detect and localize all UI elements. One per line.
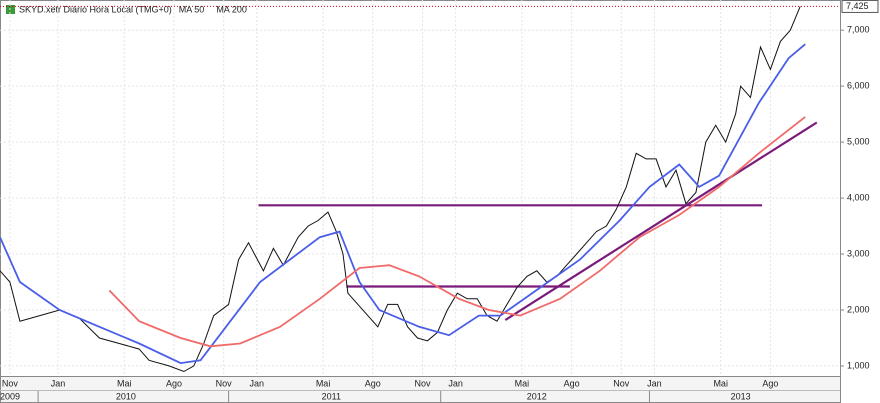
series-line	[108, 116, 806, 348]
year-label: 2010	[116, 391, 136, 401]
x-tick-label: Ago	[166, 378, 182, 388]
year-label: 2012	[527, 391, 547, 401]
legend-entry: MA 50	[179, 4, 205, 14]
x-tick-label: Ago	[564, 378, 580, 388]
x-tick-label: Ago	[365, 378, 381, 388]
x-tick-label: Jan	[647, 378, 662, 388]
x-tick-label: Mai	[713, 378, 728, 388]
x-tick-label: Jan	[51, 378, 66, 388]
x-tick-label: Nov	[216, 378, 233, 388]
year-label: 2009	[0, 391, 20, 401]
trend-line	[504, 121, 818, 321]
y-tick-label: 7,000	[847, 25, 870, 35]
y-tick-label: 2,000	[847, 304, 870, 314]
y-tick-label: 4,000	[847, 192, 870, 202]
legend-title: SKYD.xetr Diário Hora Local (TMG+0)	[19, 4, 172, 14]
x-tick-label: Jan	[448, 378, 463, 388]
year-label: 2011	[322, 391, 341, 401]
x-tick-label: Nov	[613, 378, 630, 388]
last-price-label: 7,425	[846, 1, 869, 11]
legend-entry: MA 200	[216, 4, 247, 14]
x-tick-label: Ago	[762, 378, 778, 388]
y-tick-label: 1,000	[847, 360, 870, 370]
x-tick-label: Nov	[2, 378, 19, 388]
last-price-box	[841, 0, 879, 13]
legend-icon	[6, 5, 15, 14]
y-tick-label: 5,000	[847, 136, 870, 146]
x-tick-label: Nov	[414, 378, 431, 388]
year-label: 2013	[731, 391, 751, 401]
y-tick-label: 3,000	[847, 248, 870, 258]
x-tick-label: Mai	[117, 378, 132, 388]
series-line	[0, 43, 806, 365]
series-line	[0, 6, 801, 373]
x-tick-label: Jan	[250, 378, 265, 388]
x-tick-label: Mai	[316, 378, 331, 388]
y-tick-label: 6,000	[847, 81, 870, 91]
x-tick-label: Mai	[515, 378, 530, 388]
